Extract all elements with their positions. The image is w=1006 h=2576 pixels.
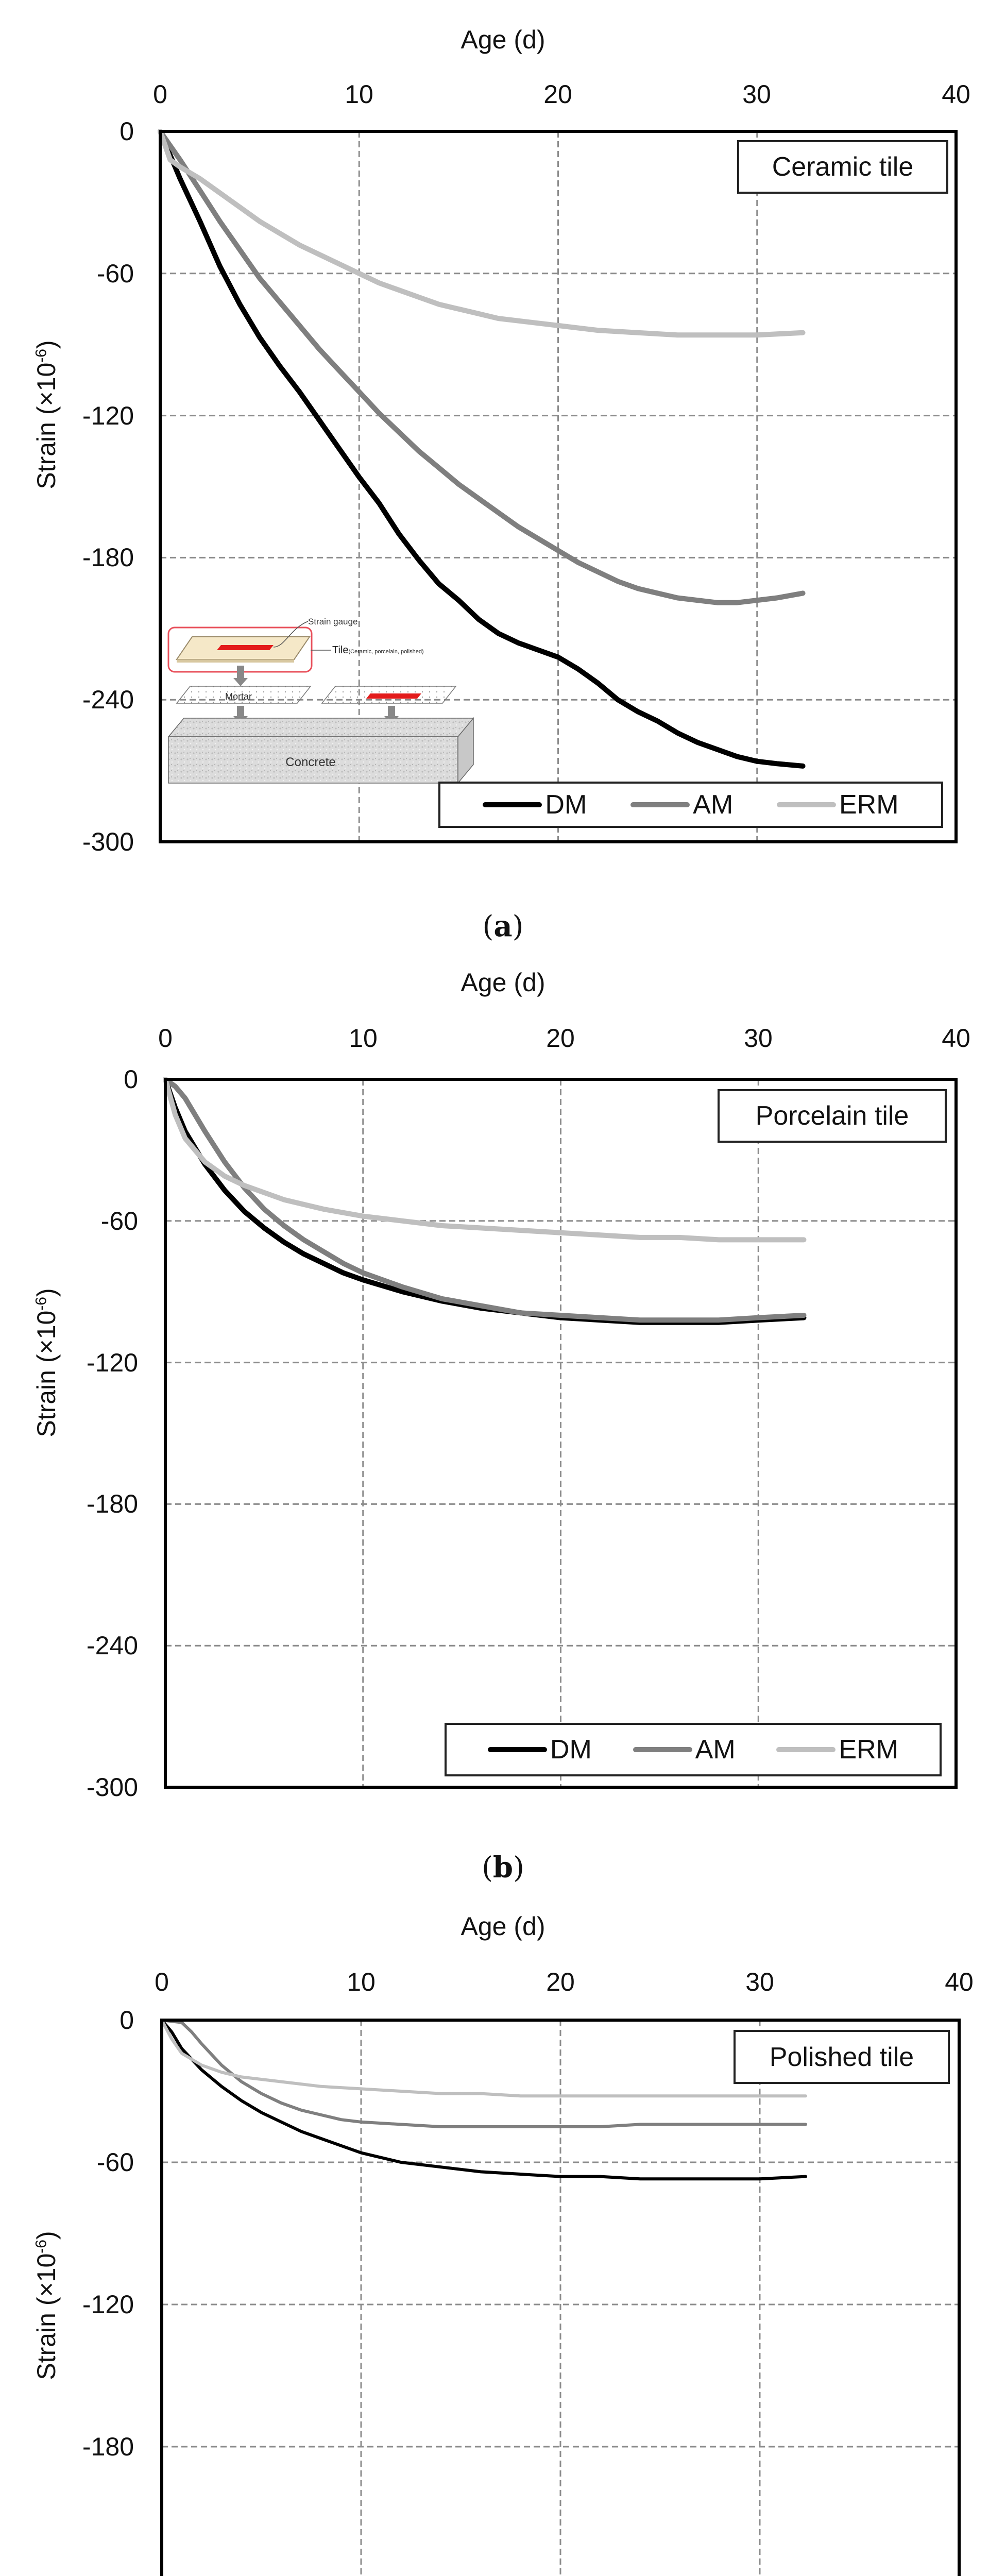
x-tick-label: 0 bbox=[158, 1024, 173, 1053]
series-line-am bbox=[158, 129, 806, 605]
y-tick-label: -300 bbox=[82, 827, 134, 856]
series-line-dm bbox=[158, 129, 806, 769]
legend-item-dm: DM bbox=[483, 789, 587, 820]
plot-frame bbox=[160, 2019, 961, 2576]
legend-item-erm: ERM bbox=[776, 1734, 898, 1765]
y-tick-label: -240 bbox=[82, 685, 134, 714]
y-tick-label: 0 bbox=[120, 2006, 134, 2035]
specimen-schematic: Strain gauge Tile(Ceramic, porcelain, po… bbox=[167, 617, 474, 785]
series-line-dm bbox=[160, 2019, 807, 2181]
y-axis-title: Strain (×10-6) bbox=[32, 1288, 61, 1437]
x-tick-label: 20 bbox=[546, 1968, 575, 1996]
y-tick-label: -120 bbox=[82, 401, 134, 430]
x-tick-label: 30 bbox=[744, 1024, 773, 1053]
x-tick-label: 10 bbox=[349, 1024, 378, 1053]
x-tick-label: 30 bbox=[742, 80, 771, 109]
concrete-label: Concrete bbox=[285, 755, 335, 769]
series-line-erm bbox=[158, 129, 806, 338]
mortar-label: Mortar bbox=[225, 691, 252, 702]
legend-swatch-erm bbox=[776, 802, 836, 807]
legend-swatch-dm bbox=[483, 802, 542, 807]
series-line-erm bbox=[160, 2019, 807, 2098]
x-tick-label: 40 bbox=[942, 1024, 970, 1053]
x-axis-title: Age (d) bbox=[461, 25, 545, 54]
tile-label: Tile(Ceramic, porcelain, polished) bbox=[332, 645, 424, 656]
x-tick-label: 30 bbox=[745, 1968, 774, 1996]
series-line-dm bbox=[163, 1077, 807, 1325]
plot-frame bbox=[159, 130, 958, 843]
legend-swatch-am bbox=[633, 1747, 692, 1752]
strain-gauge-label: Strain gauge bbox=[308, 617, 357, 626]
x-tick-label: 0 bbox=[153, 80, 167, 109]
x-tick-label: 10 bbox=[345, 80, 373, 109]
x-tick-label: 0 bbox=[155, 1968, 169, 1996]
y-axis-title: Strain (×10-6) bbox=[32, 340, 61, 489]
y-tick-label: -60 bbox=[96, 2148, 134, 2177]
tile-type-label: Porcelain tile bbox=[718, 1089, 947, 1143]
subfigure-label: (a) bbox=[482, 909, 524, 943]
x-tick-label: 20 bbox=[543, 80, 572, 109]
legend-item-erm: ERM bbox=[776, 789, 899, 820]
plot-area: Strain gauge Tile(Ceramic, porcelain, po… bbox=[158, 129, 958, 843]
legend-item-am: AM bbox=[630, 789, 733, 820]
panel-b: Age (d) 0 10 20 30 40 0 -60 -120 -180 -2… bbox=[0, 953, 1006, 1906]
legend: DM AM ERM bbox=[438, 782, 943, 828]
y-tick-label: 0 bbox=[124, 1065, 138, 1094]
series-line-erm bbox=[163, 1077, 807, 1243]
legend-swatch-dm bbox=[487, 1747, 547, 1752]
x-axis-title: Age (d) bbox=[461, 1912, 545, 1941]
plot-area: Porcelain tile DM AM ERM bbox=[163, 1077, 958, 1789]
line-chart bbox=[163, 1077, 958, 1789]
legend-swatch-am bbox=[630, 802, 690, 807]
y-tick-label: -60 bbox=[96, 259, 134, 288]
series-line-am bbox=[163, 1077, 807, 1323]
x-tick-label: 40 bbox=[942, 80, 970, 109]
line-chart bbox=[160, 2019, 961, 2576]
legend-swatch-erm bbox=[776, 1747, 836, 1752]
panel-a: Age (d) 0 10 20 30 40 0 -60 -120 -180 -2… bbox=[0, 0, 1006, 953]
mortar-layer bbox=[176, 686, 312, 704]
subfigure-label: (b) bbox=[482, 1851, 524, 1885]
series-line-am bbox=[160, 2019, 807, 2128]
plot-frame bbox=[164, 1078, 958, 1789]
tile-type-label: Polished tile bbox=[734, 2030, 950, 2084]
concrete-block bbox=[168, 736, 458, 784]
legend-item-am: AM bbox=[633, 1734, 736, 1765]
x-tick-label: 20 bbox=[546, 1024, 575, 1053]
panel-c: Age (d) 0 10 20 30 40 0 -60 -120 -180 -2… bbox=[0, 1906, 1006, 2576]
y-tick-label: -120 bbox=[82, 2290, 134, 2319]
tile-type-label: Ceramic tile bbox=[737, 140, 948, 194]
y-tick-label: 0 bbox=[120, 117, 134, 146]
y-tick-label: -180 bbox=[82, 2432, 134, 2461]
y-tick-label: -120 bbox=[86, 1348, 138, 1377]
x-tick-label: 10 bbox=[347, 1968, 376, 1996]
y-tick-label: -300 bbox=[86, 1773, 138, 1802]
y-tick-label: -180 bbox=[82, 543, 134, 572]
legend-item-dm: DM bbox=[487, 1734, 592, 1765]
legend: DM AM ERM bbox=[445, 1723, 942, 1776]
strain-gauge-shape bbox=[217, 645, 274, 650]
x-axis-title: Age (d) bbox=[461, 968, 545, 997]
y-axis-title: Strain (×10-6) bbox=[32, 2231, 61, 2380]
y-tick-label: -240 bbox=[86, 1631, 138, 1660]
line-chart bbox=[158, 129, 958, 843]
x-tick-label: 40 bbox=[945, 1968, 974, 1996]
y-tick-label: -180 bbox=[86, 1489, 138, 1518]
plot-area: Polished tile DM AM ERM bbox=[160, 2019, 961, 2576]
y-tick-label: -60 bbox=[100, 1207, 138, 1235]
